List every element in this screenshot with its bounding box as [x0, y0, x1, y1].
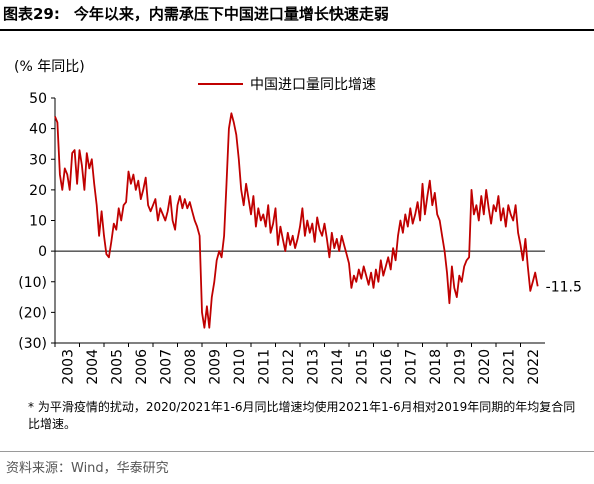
- import-volume-line-chart: (% 年同比) 中国进口量同比增速 50403020100(10)(20)(30…: [14, 59, 582, 385]
- x-tick-label: 2006: [134, 349, 150, 385]
- figure-label: 图表29:: [3, 5, 60, 23]
- source-divider: [0, 451, 594, 452]
- x-tick-label: 2004: [85, 349, 101, 385]
- figure-title: 图表29: 今年以来，内需承压下中国进口量增长快速走弱: [3, 3, 591, 25]
- y-tick-label: 10: [29, 214, 47, 230]
- x-tick-label: 2003: [60, 349, 76, 385]
- x-tick-label: 2009: [207, 349, 223, 385]
- x-axis-ticks: 2003 2004 2005 2006 2007 2008 2009 2010 2011 2012…: [54, 343, 542, 385]
- footnote: * 为平滑疫情的扰动，2020/2021年1-6月同比增速均使用2021年1-6…: [28, 400, 576, 431]
- x-tick-label: 2005: [109, 349, 125, 385]
- x-tick-label: 2013: [305, 349, 321, 385]
- y-axis-ticks: 50 40 30 20 10 0 (10) (20) (30): [18, 91, 55, 352]
- y-tick-label: 30: [29, 152, 47, 168]
- x-tick-label: 2010: [232, 349, 248, 385]
- x-tick-label: 2017: [403, 349, 419, 385]
- y-tick-label: (10): [18, 275, 47, 291]
- latest-value-annotation: -11.5: [546, 279, 582, 295]
- figure-title-text: 今年以来，内需承压下中国进口量增长快速走弱: [73, 5, 389, 23]
- y-tick-label: 20: [29, 183, 47, 199]
- series-line: [54, 112, 539, 329]
- y-tick-label: (30): [18, 336, 47, 352]
- x-tick-label: 2014: [330, 349, 346, 385]
- y-tick-label: 50: [29, 91, 47, 107]
- x-tick-label: 2021: [501, 349, 517, 385]
- x-tick-label: 2008: [183, 349, 199, 385]
- x-tick-label: 2022: [526, 349, 542, 385]
- title-divider: [0, 29, 594, 31]
- x-tick-label: 2011: [256, 349, 272, 385]
- x-tick-label: 2018: [428, 349, 444, 385]
- x-tick-label: 2020: [477, 349, 493, 385]
- y-tick-label: 40: [29, 122, 47, 138]
- x-tick-label: 2019: [452, 349, 468, 385]
- y-tick-label: 0: [38, 244, 47, 260]
- legend: 中国进口量同比增速: [198, 77, 376, 93]
- y-tick-label: (20): [18, 305, 47, 321]
- series-layer: [54, 112, 539, 329]
- x-tick-label: 2015: [354, 349, 370, 385]
- x-tick-label: 2012: [281, 349, 297, 385]
- legend-label: 中国进口量同比增速: [250, 77, 376, 93]
- x-tick-label: 2007: [158, 349, 174, 385]
- y-axis-unit-label: (% 年同比): [14, 59, 85, 75]
- source-note: 资料来源：Wind，华泰研究: [6, 461, 169, 476]
- x-tick-label: 2016: [379, 349, 395, 385]
